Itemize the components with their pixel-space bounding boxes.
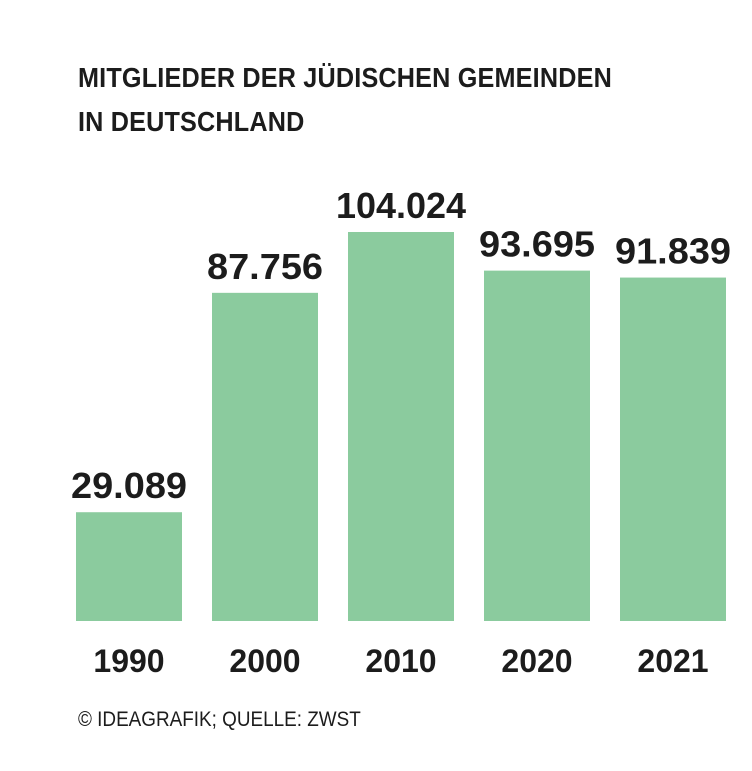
chart-title: MITGLIEDER DER JÜDISCHEN GEMEINDEN IN DE… (78, 56, 672, 144)
category-label-2010: 2010 (365, 643, 436, 679)
category-label-2021: 2021 (637, 643, 708, 679)
value-label-2020: 93.695 (479, 224, 595, 265)
bar-2020 (484, 270, 590, 621)
value-label-2021: 91.839 (615, 231, 731, 272)
category-label-1990: 1990 (93, 643, 164, 679)
bar-2000 (212, 292, 318, 621)
bar-1990 (76, 512, 182, 621)
source-note: © IDEAGRAFIK; QUELLE: ZWST (78, 708, 361, 731)
bar-2021 (620, 277, 726, 621)
chart-title-line-2: IN DEUTSCHLAND (78, 106, 305, 137)
value-label-1990: 29.089 (71, 465, 187, 506)
value-label-2000: 87.756 (207, 246, 323, 287)
bar-2010 (348, 232, 454, 621)
category-label-2000: 2000 (229, 643, 300, 679)
value-label-2010: 104.024 (336, 185, 466, 226)
category-label-2020: 2020 (501, 643, 572, 679)
chart-title-line-1: MITGLIEDER DER JÜDISCHEN GEMEINDEN (78, 62, 612, 93)
